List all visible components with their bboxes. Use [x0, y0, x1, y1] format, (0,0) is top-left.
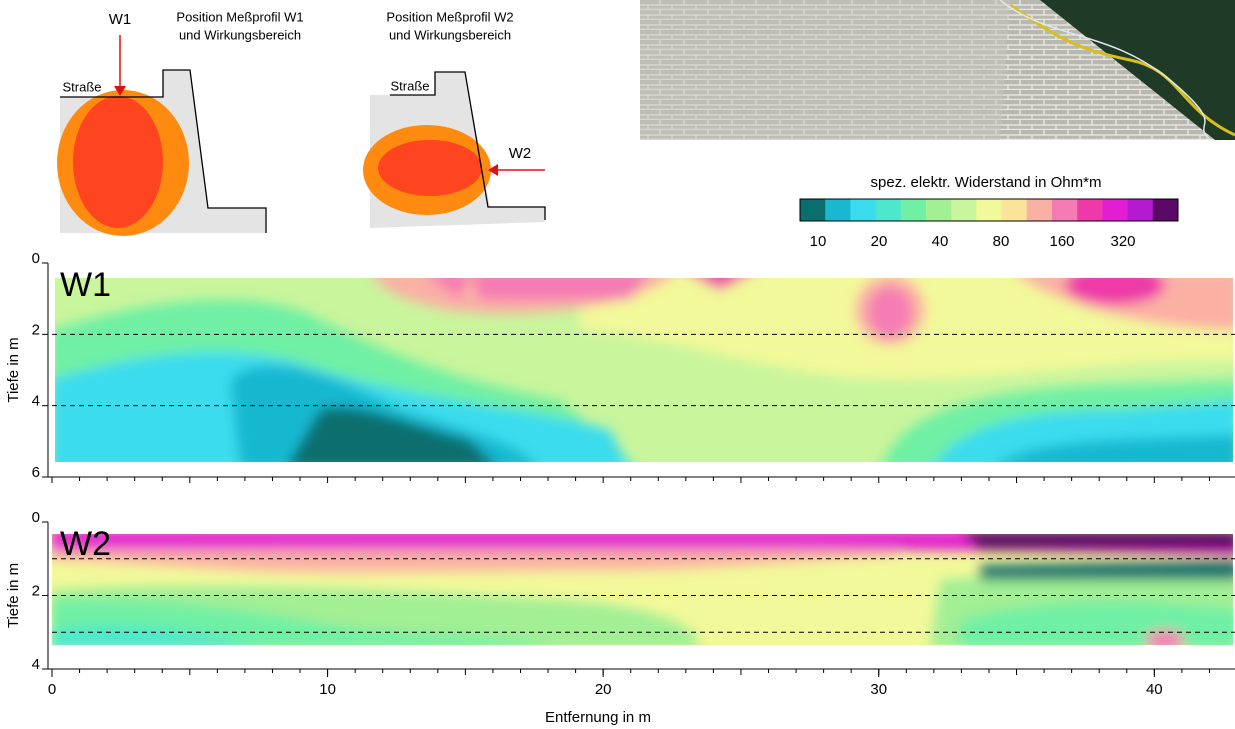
y-tick-label: 0 [32, 250, 40, 267]
colorbar-swatch [951, 199, 977, 221]
y-tick-label: 6 [32, 464, 40, 481]
marker: W2 [509, 145, 532, 162]
figure: W1 Straße Position Meßprofil W1 und Wirk… [0, 0, 1235, 729]
x-tick-label: 0 [48, 681, 56, 698]
marker: W1 [109, 11, 132, 28]
caption: und Wirkungsbereich [389, 27, 511, 42]
colorbar-swatch [825, 199, 851, 221]
y-tick-label: 2 [32, 321, 40, 338]
colorbar-swatch [1002, 199, 1028, 221]
colorbar-tick-label: 10 [810, 233, 827, 250]
colorbar-swatch [1102, 199, 1128, 221]
road-label: Straße [390, 78, 429, 93]
y-tick-label: 2 [32, 582, 40, 599]
photo [640, 0, 1235, 140]
colorbar-tick-label: 80 [993, 233, 1010, 250]
colorbar-tick-label: 320 [1110, 233, 1135, 250]
y-tick-label: 4 [32, 656, 40, 673]
caption: Position Meßprofil W1 [176, 9, 303, 24]
x-tick-label: 30 [870, 681, 887, 698]
colorbar-swatch [1027, 199, 1053, 221]
caption: Position Meßprofil W2 [386, 9, 513, 24]
colorbar-title: spez. elektr. Widerstand in Ohm*m [871, 174, 1102, 191]
colorbar-swatch [976, 199, 1002, 221]
x-tick-label: 20 [595, 681, 612, 698]
section-w1 [50, 265, 1235, 470]
colorbar-tick-label: 20 [871, 233, 888, 250]
y-axis-label: Tiefe in m [5, 337, 22, 402]
x-tick-label: 10 [319, 681, 336, 698]
colorbar-swatch [926, 199, 952, 221]
x-tick-label: 40 [1146, 681, 1163, 698]
colorbar-swatch [850, 199, 876, 221]
colorbar-swatch [800, 199, 826, 221]
colorbar-swatch [1153, 199, 1179, 221]
sketch-w1 [57, 35, 266, 236]
x-axis-label: Entfernung in m [545, 709, 651, 726]
colorbar-swatch [1077, 199, 1103, 221]
colorbar-tick-label: 160 [1049, 233, 1074, 250]
panel-label: W2 [60, 525, 111, 563]
colorbar-swatch [876, 199, 902, 221]
colorbar-tick-label: 40 [932, 233, 949, 250]
colorbar-swatch [901, 199, 927, 221]
y-tick-label: 4 [32, 393, 40, 410]
colorbar-swatch [1052, 199, 1078, 221]
y-axis-label: Tiefe in m [5, 563, 22, 628]
caption: und Wirkungsbereich [179, 27, 301, 42]
colorbar-swatch [1128, 199, 1154, 221]
y-tick-label: 0 [32, 509, 40, 526]
road-label: Straße [62, 79, 101, 94]
panel-label: W1 [60, 266, 111, 304]
